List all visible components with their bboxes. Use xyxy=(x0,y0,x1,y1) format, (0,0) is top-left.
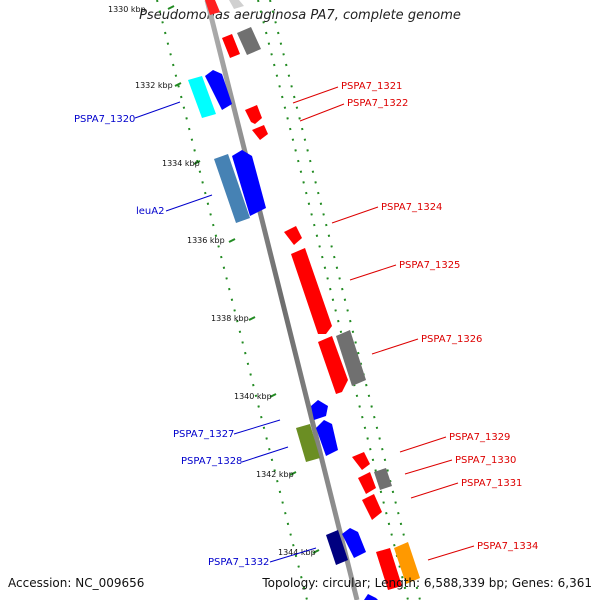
gene-feature-steelblue[interactable] xyxy=(214,154,250,223)
gene-label-pspa7-1331[interactable]: PSPA7_1331 xyxy=(461,478,522,489)
gene-feature-red[interactable] xyxy=(291,248,332,334)
gene-label-pspa7-1332[interactable]: PSPA7_1332 xyxy=(208,557,269,568)
tick-label: 1332 kbp xyxy=(135,81,173,90)
gene-label-pspa7-1326[interactable]: PSPA7_1326 xyxy=(421,334,482,345)
gene-feature-gray[interactable] xyxy=(336,330,366,386)
gene-feature-red[interactable] xyxy=(362,494,382,520)
tick-label: 1342 kbp xyxy=(256,470,294,479)
gene-label-pspa7-1321[interactable]: PSPA7_1321 xyxy=(341,81,402,92)
tick-ruler-left xyxy=(156,0,308,600)
gene-label-pspa7-1320[interactable]: PSPA7_1320 xyxy=(74,114,135,125)
gene-feature-red[interactable] xyxy=(358,472,376,494)
tick-mark xyxy=(228,238,236,243)
gene-feature-olivedrab[interactable] xyxy=(296,424,320,462)
gene-feature-navy[interactable] xyxy=(326,530,348,565)
tick-mark xyxy=(289,471,297,476)
gene-label-pspa7-1328[interactable]: PSPA7_1328 xyxy=(181,456,242,467)
gene-feature-red[interactable] xyxy=(318,336,348,394)
genome-info-text: Topology: circular; Length: 6,588,339 bp… xyxy=(262,576,592,590)
gene-feature-white xyxy=(229,0,244,9)
gene-feature-blue xyxy=(364,594,378,600)
gene-feature-red[interactable] xyxy=(284,226,302,245)
tick-label: 1344 kbp xyxy=(278,548,316,557)
major-ticks xyxy=(167,5,320,554)
gene-feature-red[interactable] xyxy=(252,125,268,140)
genome-backbone xyxy=(204,0,360,600)
tick-mark xyxy=(248,316,256,321)
tick-label: 1336 kbp xyxy=(187,236,225,245)
gene-features xyxy=(188,0,420,600)
gene-feature-gray[interactable] xyxy=(374,468,392,490)
tick-label: 1340 kbp xyxy=(234,392,272,401)
gene-label-pspa7-1325[interactable]: PSPA7_1325 xyxy=(399,260,460,271)
gene-feature-blue[interactable] xyxy=(205,70,232,110)
gene-label-pspa7-1330[interactable]: PSPA7_1330 xyxy=(455,455,516,466)
gene-feature-cyan[interactable] xyxy=(188,76,216,118)
tick-mark xyxy=(312,549,320,554)
tick-label: 1338 kbp xyxy=(211,314,249,323)
accession-text: Accession: NC_009656 xyxy=(8,576,145,590)
tick-mark xyxy=(269,393,277,398)
gene-feature-orange[interactable] xyxy=(394,542,420,584)
gene-label-pspa7-1334[interactable]: PSPA7_1334 xyxy=(477,541,538,552)
gene-label-pspa7-1329[interactable]: PSPA7_1329 xyxy=(449,432,510,443)
gene-label-pspa7-1322[interactable]: PSPA7_1322 xyxy=(347,98,408,109)
feature-ruler-right-outer xyxy=(269,0,421,600)
tick-label: 1330 kbp xyxy=(108,5,146,14)
gene-feature-blue[interactable] xyxy=(232,150,266,216)
feature-ruler-right xyxy=(257,0,409,600)
gene-label-leua2[interactable]: leuA2 xyxy=(136,206,164,217)
gene-label-pspa7-1327[interactable]: PSPA7_1327 xyxy=(173,429,234,440)
forward-label-leaders xyxy=(292,86,475,561)
gene-feature-blue[interactable] xyxy=(311,400,328,420)
gene-feature-gray[interactable] xyxy=(237,27,261,55)
tick-mark xyxy=(167,5,175,10)
gene-feature-white xyxy=(205,0,220,15)
gene-feature-red[interactable] xyxy=(222,34,240,58)
gene-feature-red[interactable] xyxy=(352,452,370,470)
tick-mark xyxy=(193,160,201,165)
reverse-label-leaders xyxy=(134,101,317,563)
gene-feature-blue[interactable] xyxy=(316,420,338,456)
gene-feature-red[interactable] xyxy=(376,548,402,590)
tick-label: 1334 kbp xyxy=(162,159,200,168)
gene-label-pspa7-1324[interactable]: PSPA7_1324 xyxy=(381,202,442,213)
gene-feature-blue[interactable] xyxy=(342,528,366,558)
gene-feature-red[interactable] xyxy=(245,105,262,124)
tick-mark xyxy=(174,82,182,87)
